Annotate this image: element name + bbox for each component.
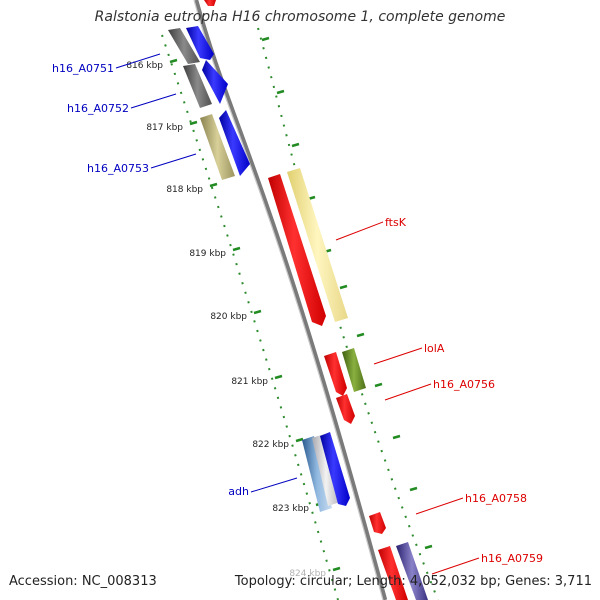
tick-label: 824 kbp — [289, 569, 326, 579]
outer-tick-mark — [409, 486, 418, 492]
gene-block-top-red — [204, 0, 216, 6]
gene-block-h16-a0759-red — [378, 546, 408, 600]
topology-text: Topology: circular; Length: 4,052,032 bp… — [234, 574, 592, 589]
leader-line-adh — [250, 477, 298, 493]
leader-line-h16-a0753 — [150, 153, 197, 169]
tick-mark — [189, 120, 198, 126]
tick-mark — [253, 309, 262, 315]
gene-block-h16-a0751-gray — [168, 28, 200, 64]
gene-block-h16-a0753-olive — [200, 114, 235, 180]
tick-label: 820 kbp — [210, 312, 247, 322]
outer-tick-mark — [339, 284, 348, 290]
feature-label-lola[interactable]: lolA — [424, 342, 445, 355]
feature-label-h16-a0752[interactable]: h16_A0752 — [67, 102, 129, 115]
tick-mark — [209, 182, 218, 188]
gene-block-adh-blue — [320, 432, 350, 506]
tick-mark — [232, 246, 241, 252]
outer-tick-mark — [276, 89, 285, 95]
tick-label: 816 kbp — [126, 61, 163, 71]
tick-label: 823 kbp — [272, 504, 309, 514]
gene-block-h16-a0756-red — [336, 394, 355, 424]
leader-lines — [115, 53, 480, 575]
leader-line-h16-a0751 — [115, 53, 161, 69]
leader-line-h16-a0756 — [384, 383, 432, 401]
outer-tick-mark — [392, 434, 401, 440]
tick-label: 817 kbp — [146, 123, 183, 133]
tick-marks: 816 kbp 817 kbp 818 kbp 819 kbp 820 kbp 821 k… — [126, 36, 433, 579]
feature-label-h16-a0756[interactable]: h16_A0756 — [433, 378, 495, 391]
gene-block-h16-a0759-purple — [396, 542, 428, 600]
gene-blocks — [168, 0, 428, 600]
tick-label: 818 kbp — [166, 185, 203, 195]
gene-block-lola-green — [342, 348, 366, 392]
gene-block-h16-a0753-blue — [219, 110, 250, 176]
map-title: Ralstonia eutropha H16 chromosome 1, com… — [94, 9, 506, 25]
feature-label-h16-a0751[interactable]: h16_A0751 — [52, 62, 114, 75]
outer-tick-mark — [374, 382, 383, 388]
outer-tick-mark — [261, 36, 270, 42]
leader-line-h16-a0752 — [130, 93, 177, 109]
tick-label: 819 kbp — [189, 249, 226, 259]
feature-label-h16-a0759[interactable]: h16_A0759 — [481, 552, 543, 565]
gene-block-h16-a0752-gray — [183, 64, 212, 108]
gene-block-h16-a0751-blue — [186, 26, 214, 60]
feature-label-ftsk[interactable]: ftsK — [385, 216, 407, 229]
gene-block-h16-a0752-blue — [202, 60, 228, 104]
gene-block-lola-red — [324, 352, 347, 396]
leader-line-h16-a0758 — [415, 497, 464, 515]
tick-mark — [332, 566, 341, 572]
outer-tick-mark — [356, 332, 365, 338]
tick-mark — [295, 437, 304, 443]
tick-mark — [169, 58, 178, 64]
leader-line-h16-a0759 — [431, 557, 480, 575]
outer-track-dots — [257, 27, 439, 600]
feature-labels: h16_A0751 h16_A0752 h16_A0753 ftsK lolA h16_A… — [52, 62, 543, 565]
feature-label-h16-a0758[interactable]: h16_A0758 — [465, 492, 527, 505]
outer-tick-mark — [291, 142, 300, 148]
leader-line-lola — [373, 347, 423, 365]
outer-tick-mark — [424, 544, 433, 550]
tick-label: 821 kbp — [231, 377, 268, 387]
accession-text: Accession: NC_008313 — [9, 574, 157, 589]
tick-mark — [274, 374, 283, 380]
feature-label-adh[interactable]: adh — [228, 485, 249, 498]
gene-block-ftsk-red — [268, 174, 326, 326]
gene-block-adh-silver — [312, 434, 340, 506]
tick-label: 822 kbp — [252, 440, 289, 450]
gene-block-ftsk-yellow — [287, 168, 348, 322]
gene-block-adh-steel — [302, 436, 332, 512]
feature-label-h16-a0753[interactable]: h16_A0753 — [87, 162, 149, 175]
gene-block-h16-a0758-red — [369, 512, 386, 534]
leader-line-ftsk — [335, 221, 384, 241]
